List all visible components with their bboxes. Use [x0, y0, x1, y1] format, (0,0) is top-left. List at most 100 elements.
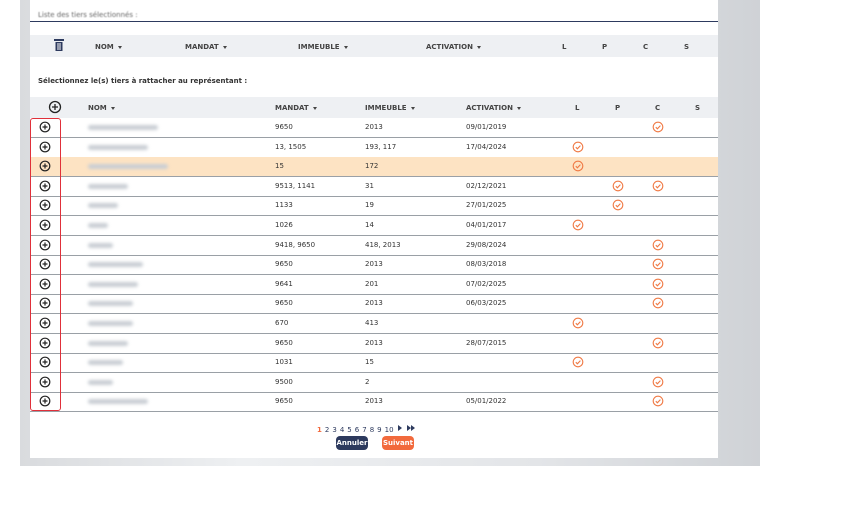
name-redacted	[88, 144, 148, 150]
add-icon[interactable]	[39, 239, 51, 251]
name-redacted	[88, 242, 113, 248]
table-row: 9513, 1141 31 02/12/2021	[30, 177, 718, 197]
immeuble: 201	[365, 279, 379, 288]
table-row: 670 413	[30, 314, 718, 334]
page-link[interactable]: 3	[332, 426, 337, 434]
check-icon	[572, 219, 584, 231]
add-icon[interactable]	[39, 356, 51, 368]
cancel-button[interactable]: Annuler	[336, 436, 368, 450]
next-button[interactable]: Suivant	[382, 436, 414, 450]
page-link[interactable]: 2	[324, 426, 330, 434]
column-header[interactable]: IMMEUBLE	[298, 42, 348, 52]
trash-icon[interactable]	[53, 38, 65, 52]
mandat: 1133	[275, 201, 293, 210]
column-header[interactable]: ACTIVATION	[426, 42, 481, 52]
column-header[interactable]: NOM	[95, 42, 122, 52]
selected-title: Liste des tiers sélectionnés :	[38, 11, 138, 19]
table-row: 1031 15	[30, 353, 718, 374]
immeuble: 2013	[365, 299, 383, 308]
name-redacted	[88, 223, 108, 228]
add-icon[interactable]	[39, 317, 51, 329]
add-icon[interactable]	[39, 337, 51, 349]
table-row: 9650 2013 08/03/2018	[30, 255, 718, 276]
immeuble: 19	[365, 201, 374, 210]
name-redacted	[88, 360, 123, 366]
page-arrows[interactable]	[397, 424, 419, 432]
add-icon[interactable]	[39, 376, 51, 388]
table-row: 1133 19 27/01/2025	[30, 196, 718, 217]
mandat: 9500	[275, 377, 293, 386]
add-icon[interactable]	[39, 199, 51, 211]
column-header: P	[602, 43, 608, 51]
name-redacted	[88, 203, 118, 209]
check-icon	[652, 376, 664, 388]
add-icon[interactable]	[39, 180, 51, 192]
mandat: 9650	[275, 299, 293, 308]
name-redacted	[88, 183, 128, 189]
selection-outline	[30, 118, 61, 411]
add-icon[interactable]	[39, 297, 51, 309]
name-redacted	[88, 262, 143, 268]
activation: 02/12/2021	[466, 181, 507, 190]
add-all-icon[interactable]	[48, 100, 62, 114]
check-icon	[652, 180, 664, 192]
column-header: P	[615, 104, 621, 112]
table-row: 9418, 9650 418, 2013 29/08/2024	[30, 236, 718, 256]
mandat: 9513, 1141	[275, 181, 316, 190]
add-icon[interactable]	[39, 278, 51, 290]
page-link[interactable]: 5	[347, 426, 352, 434]
mandat: 670	[275, 319, 289, 327]
check-icon	[572, 141, 584, 152]
column-header[interactable]: NOM	[88, 103, 115, 113]
divider	[30, 21, 718, 22]
immeuble: 2	[365, 377, 370, 386]
activation: 17/04/2024	[466, 142, 507, 151]
check-icon	[572, 356, 584, 368]
activation: 29/08/2024	[466, 240, 507, 249]
check-icon	[652, 239, 664, 250]
activation: 08/03/2018	[466, 260, 507, 269]
page-link[interactable]: 10	[384, 426, 394, 434]
activation: 09/01/2019	[466, 123, 507, 131]
immeuble: 2013	[365, 260, 383, 269]
mandat: 9418, 9650	[275, 240, 316, 249]
check-icon	[572, 160, 584, 172]
column-header[interactable]: ACTIVATION	[466, 103, 521, 113]
activation: 07/02/2025	[466, 279, 507, 288]
add-icon[interactable]	[39, 395, 51, 407]
immeuble: 172	[365, 162, 379, 171]
page-link[interactable]: 1	[317, 426, 322, 434]
column-header[interactable]: IMMEUBLE	[365, 103, 415, 113]
activation: 04/01/2017	[466, 221, 507, 229]
mandat: 9650	[275, 260, 293, 269]
page-link[interactable]: 9	[377, 426, 382, 434]
table-row: 1026 14 04/01/2017	[30, 216, 718, 236]
check-icon	[572, 317, 584, 329]
immeuble: 15	[365, 358, 374, 367]
check-icon	[612, 180, 624, 192]
add-icon[interactable]	[39, 160, 51, 172]
check-icon	[612, 200, 624, 211]
page-link[interactable]: 7	[362, 426, 367, 434]
table-row: 9500 2	[30, 373, 718, 393]
add-icon[interactable]	[39, 219, 51, 231]
available-title: Sélectionnez le(s) tiers à rattacher au …	[38, 77, 248, 85]
immeuble: 193, 117	[365, 142, 397, 151]
column-header: L	[562, 43, 567, 51]
page-link[interactable]: 4	[339, 426, 345, 434]
column-header[interactable]: MANDAT	[275, 103, 317, 113]
page-link[interactable]: 6	[354, 426, 360, 434]
table-row: 9650 2013 05/01/2022	[30, 392, 718, 413]
column-header[interactable]: MANDAT	[185, 42, 227, 52]
add-icon[interactable]	[39, 121, 51, 133]
name-redacted	[88, 164, 168, 170]
selected-header	[30, 35, 718, 57]
check-icon	[652, 121, 664, 133]
panel: Liste des tiers sélectionnés : Sélection…	[30, 0, 718, 458]
pagination: 1 2 3 4 5 6 7 8 9 10	[317, 417, 419, 434]
add-icon[interactable]	[39, 258, 51, 270]
mandat: 1031	[275, 358, 293, 367]
add-icon[interactable]	[39, 141, 51, 153]
page-link[interactable]: 8	[369, 426, 375, 434]
column-header: C	[643, 43, 649, 51]
